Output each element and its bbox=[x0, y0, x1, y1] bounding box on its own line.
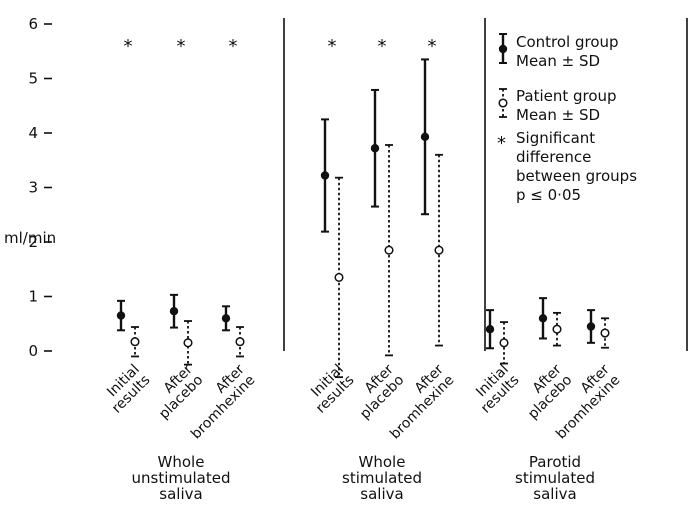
control-mean-point bbox=[169, 307, 179, 316]
control-mean-point bbox=[420, 132, 430, 142]
legend-control-symbol bbox=[498, 33, 508, 64]
category-label: Initialresults bbox=[302, 362, 357, 417]
legend-significance-star: * bbox=[497, 133, 506, 154]
panel-dividers bbox=[283, 18, 688, 351]
significance-star: * bbox=[177, 36, 186, 57]
category-label: Afterplacebo bbox=[347, 361, 408, 422]
control-mean-point bbox=[485, 325, 495, 334]
category-label: Afterplacebo bbox=[146, 361, 207, 422]
control-mean-point bbox=[116, 311, 126, 320]
patient-mean-point bbox=[334, 272, 344, 282]
patient-mean-point bbox=[130, 337, 140, 347]
patient-mean-point bbox=[552, 324, 562, 334]
y-tick-label: 3 bbox=[28, 179, 38, 197]
y-axis-label: ml/min bbox=[4, 229, 56, 247]
panel-label: Whole unstimulated saliva bbox=[132, 453, 231, 503]
category-label: Initialresults bbox=[98, 362, 153, 417]
patient-mean-point bbox=[384, 245, 394, 255]
control-mean-point bbox=[320, 171, 330, 180]
y-tick-label: 2 bbox=[28, 233, 38, 251]
y-tick-label: 0 bbox=[28, 342, 38, 360]
panel-label: Whole stimulated saliva bbox=[342, 453, 422, 503]
category-labels: Initialresults Afterplacebo Afterbromhexin… bbox=[98, 361, 623, 503]
category-label: Afterplacebo bbox=[515, 361, 576, 422]
y-tick-label: 6 bbox=[28, 15, 38, 33]
patient-mean-point bbox=[600, 328, 610, 338]
error-bars: * * * * * * bbox=[116, 36, 610, 379]
legend-control-label: Control group bbox=[516, 33, 619, 51]
patient-mean-point bbox=[499, 338, 509, 348]
legend-significance-line2: difference bbox=[516, 148, 591, 166]
significance-star: * bbox=[124, 36, 133, 57]
significance-star: * bbox=[229, 36, 238, 57]
legend-control-stat: Mean ± SD bbox=[516, 52, 600, 70]
patient-mean-point bbox=[434, 245, 444, 255]
legend-significance-line1: Significant bbox=[516, 129, 595, 147]
control-mean-point bbox=[370, 144, 380, 153]
panel-label: Parotid stimulated saliva bbox=[515, 453, 595, 503]
legend-patient-stat: Mean ± SD bbox=[516, 106, 600, 124]
y-tick-label: 4 bbox=[28, 124, 38, 142]
legend-patient-label: Patient group bbox=[516, 87, 617, 105]
y-tick-label: 5 bbox=[28, 70, 38, 88]
legend: Control group Mean ± SD Patient group Me… bbox=[497, 33, 637, 204]
category-label: Initialresults bbox=[467, 362, 522, 417]
significance-star: * bbox=[428, 36, 437, 57]
control-mean-point bbox=[586, 322, 596, 331]
control-mean-point bbox=[538, 314, 548, 323]
control-mean-point bbox=[221, 314, 231, 323]
legend-significance-line4: p ≤ 0·05 bbox=[516, 186, 581, 204]
significance-star: * bbox=[328, 36, 337, 57]
legend-patient-symbol bbox=[498, 88, 508, 118]
patient-mean-point bbox=[183, 338, 193, 348]
patient-mean-point bbox=[235, 337, 245, 347]
significance-star: * bbox=[378, 36, 387, 57]
legend-significance-line3: between groups bbox=[516, 167, 637, 185]
y-tick-label: 1 bbox=[28, 288, 38, 306]
axis-layer: 0 1 2 3 4 5 6 bbox=[28, 15, 52, 360]
